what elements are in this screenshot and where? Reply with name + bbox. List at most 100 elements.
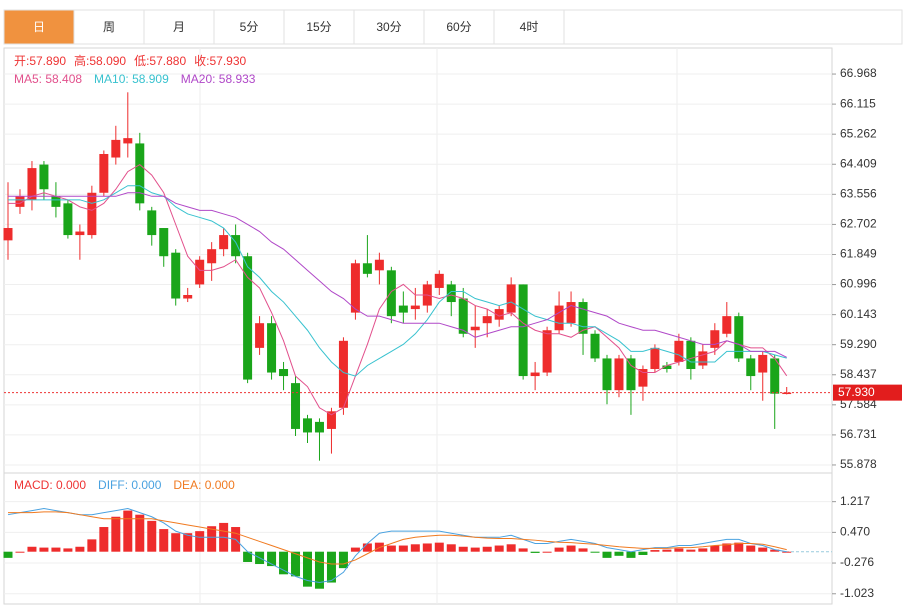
macd-bar (674, 548, 684, 552)
macd-bar (710, 545, 720, 552)
candle-body (530, 372, 540, 377)
macd-bar (734, 542, 744, 552)
macd-bar (614, 551, 624, 556)
macd-bar (518, 548, 528, 552)
candle-body (15, 196, 25, 207)
macd-bar (207, 526, 217, 552)
candle-body (590, 333, 600, 359)
candle-body (470, 326, 480, 331)
candle-body (458, 298, 468, 334)
candle-body (494, 309, 504, 320)
tab-label[interactable]: 5分 (240, 20, 259, 34)
candle-body (662, 365, 672, 370)
candle-body (446, 284, 456, 303)
candle-body (542, 330, 552, 373)
macd-info: DIFF: 0.000 (98, 478, 162, 492)
tab[interactable] (493, 9, 565, 45)
y-tick-label: 64.409 (840, 156, 877, 170)
candle-body (255, 323, 265, 348)
macd-info: MACD: 0.000 (14, 478, 86, 492)
macd-bar (590, 551, 600, 553)
candle-body (650, 347, 660, 370)
tab[interactable] (353, 9, 425, 45)
tab[interactable] (213, 9, 285, 45)
y-tick-label: 0.470 (840, 525, 870, 539)
candle-body (566, 302, 576, 324)
indicator-line (8, 163, 788, 416)
candle-body (506, 284, 516, 313)
macd-bar (746, 545, 756, 552)
macd-bar (602, 551, 612, 558)
candle-body (386, 270, 396, 317)
tab-label[interactable]: 60分 (446, 20, 471, 34)
tab[interactable] (143, 9, 215, 45)
candle-body (410, 305, 420, 310)
candle-body (710, 330, 720, 348)
macd-bar (350, 547, 360, 552)
candle-body (362, 263, 372, 274)
indicator-line (8, 511, 787, 565)
y-tick-label: 1.217 (840, 494, 870, 508)
macd-bar (482, 546, 492, 552)
indicator-line (8, 185, 787, 377)
macd-bar (3, 551, 13, 558)
tab-label[interactable]: 30分 (376, 20, 401, 34)
macd-bar (243, 551, 253, 562)
macd-bar (75, 546, 85, 552)
candle-body (99, 153, 109, 193)
macd-bar (314, 551, 324, 589)
tab-label[interactable]: 15分 (306, 20, 331, 34)
tab[interactable] (423, 9, 495, 45)
candle-body (267, 323, 277, 373)
ma-info: MA20: 58.933 (181, 72, 256, 86)
y-tick-label: 60.996 (840, 277, 877, 291)
candle-body (614, 358, 624, 391)
last-price-label: 57.930 (838, 385, 875, 399)
candle-body (135, 143, 145, 204)
macd-bar (398, 545, 408, 552)
candle-body (782, 392, 792, 395)
macd-bar (183, 533, 193, 552)
y-tick-label: -1.023 (840, 586, 874, 600)
macd-bar (410, 544, 420, 552)
macd-bar (267, 551, 277, 567)
candle-body (314, 421, 324, 433)
candle-body (554, 305, 564, 331)
macd-bar (87, 539, 97, 552)
candle-body (231, 235, 241, 257)
candle-body (195, 259, 205, 285)
tab-label[interactable]: 月 (173, 20, 185, 34)
candle-body (350, 263, 360, 313)
candle-body (734, 316, 744, 359)
candle-body (674, 340, 684, 362)
candle-body (171, 252, 181, 299)
ohlc-info: 高:58.090 (74, 53, 126, 68)
macd-bar (542, 551, 552, 553)
tab-label[interactable]: 周 (103, 20, 115, 34)
y-tick-label: 65.262 (840, 126, 877, 140)
indicator-line (7, 508, 787, 584)
candle-body (63, 203, 73, 236)
tab-label[interactable]: 日 (33, 20, 45, 34)
macd-bar (135, 514, 145, 552)
macd-info: DEA: 0.000 (173, 478, 235, 492)
candle-body (686, 340, 696, 370)
y-tick-label: 62.702 (840, 217, 877, 231)
tab[interactable] (283, 9, 355, 45)
candle-body (770, 358, 780, 394)
tab[interactable] (73, 9, 145, 45)
ma-info: MA5: 58.408 (14, 72, 82, 86)
candle-body (374, 259, 384, 271)
candle-body (758, 354, 768, 373)
candle-body (398, 305, 408, 313)
candle-body (746, 358, 756, 377)
candle-body (243, 256, 253, 380)
candle-body (326, 411, 336, 429)
y-tick-label: 61.849 (840, 247, 877, 261)
ohlc-info: 开:57.890 (14, 54, 66, 68)
macd-bar (303, 551, 312, 587)
macd-bar (279, 551, 289, 575)
tab-label[interactable]: 4时 (520, 20, 539, 34)
macd-bar (698, 548, 708, 552)
